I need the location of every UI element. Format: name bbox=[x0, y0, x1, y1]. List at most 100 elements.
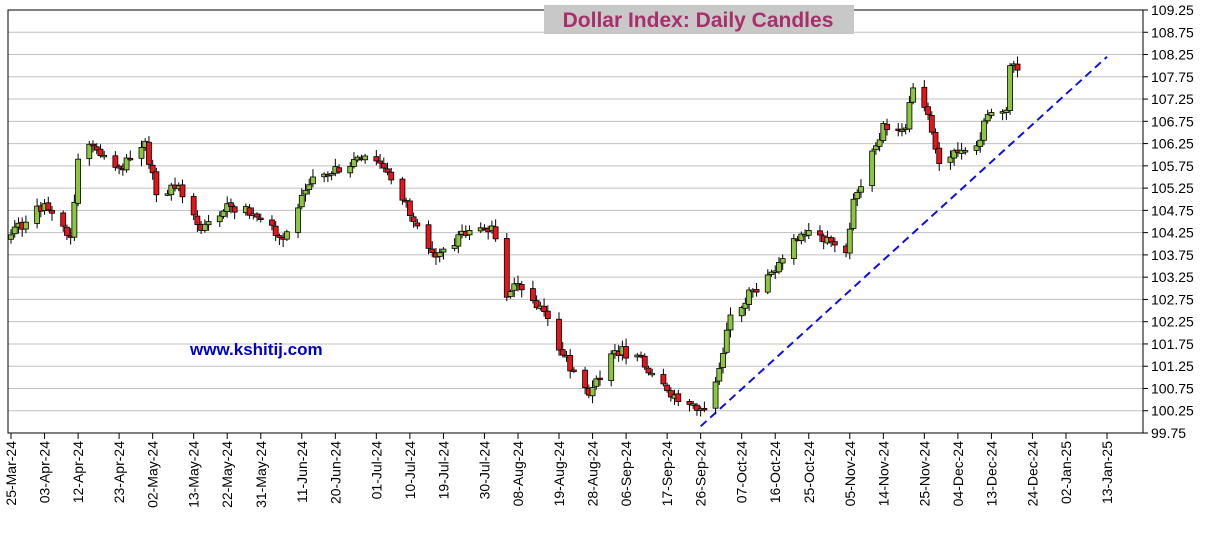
candle-body bbox=[727, 314, 734, 331]
candle-body bbox=[559, 349, 566, 356]
x-tick-label: 10-Jul-24 bbox=[402, 441, 418, 500]
candle-body bbox=[269, 219, 275, 226]
candle-body bbox=[436, 252, 443, 257]
candle-body bbox=[597, 377, 603, 381]
candle-body bbox=[410, 216, 417, 223]
candle-body bbox=[712, 381, 719, 409]
candle-body bbox=[828, 237, 835, 243]
candle-body bbox=[362, 155, 369, 161]
candle-body bbox=[216, 215, 223, 223]
candle-body bbox=[406, 200, 413, 217]
candle-body bbox=[988, 112, 995, 116]
candle-body bbox=[429, 248, 436, 254]
candle-body bbox=[686, 400, 693, 405]
candle-body bbox=[11, 226, 18, 235]
candle-body bbox=[23, 221, 29, 230]
x-tick-label: 02-Jan-25 bbox=[1058, 441, 1074, 504]
candle-body bbox=[101, 154, 108, 158]
candle-body bbox=[846, 228, 853, 254]
candle-body bbox=[872, 145, 879, 151]
x-tick-label: 05-Nov-24 bbox=[842, 441, 858, 507]
candle-body bbox=[492, 226, 499, 240]
candle-body bbox=[276, 235, 283, 238]
candle-body bbox=[146, 141, 152, 165]
x-tick-label: 13-May-24 bbox=[186, 441, 202, 508]
candle-body bbox=[541, 305, 547, 312]
candle-body bbox=[589, 387, 596, 397]
candle-body bbox=[981, 120, 987, 141]
candle-body bbox=[962, 150, 969, 153]
candle-body bbox=[388, 171, 395, 181]
candle-body bbox=[694, 404, 700, 411]
candle-body bbox=[790, 238, 797, 260]
candle-body bbox=[645, 367, 652, 374]
candle-body bbox=[977, 139, 984, 147]
candle-body bbox=[440, 248, 447, 253]
candle-body bbox=[876, 139, 883, 147]
x-tick-label: 20-Jun-24 bbox=[327, 441, 343, 504]
x-tick-label: 23-Apr-24 bbox=[111, 441, 127, 503]
candle-body bbox=[380, 163, 387, 169]
x-tick-label: 26-Sep-24 bbox=[693, 441, 709, 507]
candle-body bbox=[858, 186, 864, 193]
x-tick-label: 31-May-24 bbox=[253, 441, 269, 508]
candle-body bbox=[310, 176, 316, 185]
candle-body bbox=[138, 146, 145, 159]
y-tick-label: 105.75 bbox=[1151, 158, 1194, 174]
candle-body bbox=[831, 241, 838, 246]
candle-body bbox=[556, 318, 562, 351]
candle-body bbox=[910, 87, 917, 103]
candle-body bbox=[86, 143, 93, 160]
y-tick-label: 105.25 bbox=[1151, 180, 1194, 196]
x-tick-label: 11-Jun-24 bbox=[294, 441, 310, 503]
candle-body bbox=[49, 209, 55, 214]
candle-body bbox=[179, 184, 186, 198]
candle-body bbox=[205, 221, 212, 226]
candle-body bbox=[746, 289, 753, 305]
x-tick-label: 14-Nov-24 bbox=[875, 441, 891, 507]
x-tick-label: 08-Aug-24 bbox=[510, 441, 526, 507]
candle-body bbox=[869, 150, 876, 187]
candle-body bbox=[533, 300, 540, 309]
candle-body bbox=[936, 147, 943, 165]
candle-body bbox=[854, 192, 861, 200]
candle-body bbox=[641, 355, 648, 368]
trendline-layer bbox=[699, 56, 1108, 428]
candle-body bbox=[738, 307, 745, 317]
candle-body bbox=[75, 158, 82, 204]
y-tick-label: 103.75 bbox=[1151, 247, 1194, 263]
candle-body bbox=[742, 302, 749, 309]
candle-body bbox=[231, 206, 238, 213]
x-tick-label: 07-Oct-24 bbox=[734, 441, 750, 503]
candle-body bbox=[97, 148, 104, 157]
candle-body bbox=[425, 224, 432, 249]
candle-body bbox=[928, 115, 935, 133]
candle-body bbox=[90, 143, 96, 147]
candle-body bbox=[328, 173, 335, 176]
candle-body bbox=[667, 390, 674, 398]
candle-body bbox=[298, 194, 305, 208]
candle-body bbox=[306, 184, 313, 190]
x-tick-label: 19-Jul-24 bbox=[435, 441, 451, 500]
candle-body bbox=[60, 212, 67, 227]
y-tick-label: 108.75 bbox=[1151, 24, 1194, 40]
candle-body bbox=[123, 157, 130, 171]
candle-body bbox=[675, 393, 682, 402]
candle-body bbox=[764, 274, 771, 293]
chart-title: Dollar Index: Daily Candles bbox=[563, 9, 834, 32]
candle-body bbox=[973, 145, 980, 151]
y-tick-label: 104.25 bbox=[1151, 225, 1194, 241]
candle-body bbox=[921, 86, 928, 108]
candle-body bbox=[649, 372, 656, 376]
candle-body bbox=[768, 271, 775, 275]
grid-lines bbox=[8, 9, 1143, 434]
candle-body bbox=[805, 230, 812, 236]
support-trendline bbox=[699, 56, 1108, 428]
candle-body bbox=[194, 215, 201, 226]
y-tick-label: 100.25 bbox=[1151, 403, 1194, 419]
candle-body bbox=[112, 155, 119, 168]
candle-body bbox=[932, 131, 939, 150]
candle-body bbox=[690, 403, 697, 406]
x-tick-label: 01-Jul-24 bbox=[368, 441, 384, 500]
candle-body bbox=[149, 164, 156, 174]
